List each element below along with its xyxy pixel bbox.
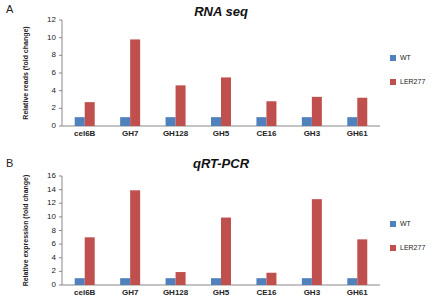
bar — [85, 102, 95, 126]
y-tick-label: 10 — [47, 212, 56, 221]
bar — [221, 77, 231, 126]
legend: WT LER277 — [390, 220, 425, 251]
y-tick-label: 0 — [52, 121, 57, 130]
bar — [176, 272, 186, 285]
bar — [256, 278, 266, 285]
y-tick-label: 8 — [52, 50, 57, 59]
x-tick-label: GH5 — [213, 288, 230, 297]
title: qRT-PCR — [193, 156, 250, 171]
x-tick-label: cel6B — [74, 129, 96, 138]
bar — [221, 218, 231, 285]
bar — [357, 98, 367, 126]
y-tick-label: 4 — [52, 253, 57, 262]
bar — [176, 85, 186, 126]
bar — [266, 101, 276, 126]
bar — [347, 117, 357, 126]
legend-swatch — [390, 55, 396, 61]
y-tick-label: 16 — [47, 171, 56, 180]
bar — [120, 117, 130, 126]
bar — [302, 117, 312, 126]
x-tick-label: CE16 — [256, 129, 277, 138]
bars — [75, 190, 368, 285]
y-tick-label: 2 — [52, 266, 57, 275]
x-tick-label: GH3 — [304, 288, 321, 297]
y-tick-label: 2 — [52, 103, 57, 112]
y-tick-label: 12 — [47, 198, 56, 207]
legend-swatch — [390, 79, 396, 85]
bar — [75, 278, 85, 285]
x-tick-label: GH5 — [213, 129, 230, 138]
y-axis-label: Relative reads (fold change) — [22, 26, 30, 119]
bar — [312, 97, 322, 126]
x-tick-label: GH61 — [347, 288, 368, 297]
y-tick-label: 14 — [47, 185, 56, 194]
panel-label: A — [6, 3, 14, 15]
bar — [166, 278, 176, 285]
y-tick-label: 8 — [52, 226, 57, 235]
bar — [347, 278, 357, 285]
bar — [357, 239, 367, 285]
legend-label: WT — [400, 54, 412, 61]
legend-label: LER277 — [400, 244, 425, 251]
x-tick-label: cel6B — [74, 288, 96, 297]
bar — [312, 199, 322, 285]
bar — [211, 278, 221, 285]
legend: WT LER277 — [390, 54, 425, 85]
bar — [256, 117, 266, 126]
chart: BqRT-PCR Relative expression (fold change… — [6, 156, 425, 297]
bar — [85, 237, 95, 285]
y-tick-label: 12 — [47, 15, 56, 24]
x-tick-label: CE16 — [256, 288, 277, 297]
bar — [120, 278, 130, 285]
bar — [130, 39, 140, 126]
bar — [211, 117, 221, 126]
x-tick-label: GH128 — [163, 288, 189, 297]
x-tick-label: GH7 — [122, 129, 139, 138]
legend-swatch — [390, 245, 396, 251]
legend-swatch — [390, 221, 396, 227]
x-tick-label: GH128 — [163, 129, 189, 138]
x-tick-label: GH61 — [347, 129, 368, 138]
y-tick-label: 0 — [52, 280, 57, 289]
panel-label: B — [6, 157, 13, 169]
bar — [75, 117, 85, 126]
x-tick-label: GH3 — [304, 129, 321, 138]
y-axis-label: Relative expression (fold change) — [22, 175, 30, 287]
y-tick-label: 4 — [52, 86, 57, 95]
figure: A RNA seq Relative reads (fold change) 0 2 4 6… — [0, 0, 447, 302]
y-tick-label: 6 — [52, 239, 57, 248]
y-axis — [62, 176, 63, 285]
y-tick-label: 6 — [52, 68, 57, 77]
title: RNA seq — [194, 4, 248, 19]
chart: A RNA seq Relative reads (fold change) 0 2 4 6… — [6, 3, 425, 138]
legend-label: WT — [400, 220, 412, 227]
legend-label: LER277 — [400, 78, 425, 85]
y-tick-label: 10 — [47, 33, 56, 42]
bar — [266, 273, 276, 285]
bars — [75, 39, 368, 126]
bar — [302, 278, 312, 285]
bar — [166, 117, 176, 126]
bar — [130, 190, 140, 285]
x-tick-label: GH7 — [122, 288, 139, 297]
y-axis — [62, 20, 63, 126]
